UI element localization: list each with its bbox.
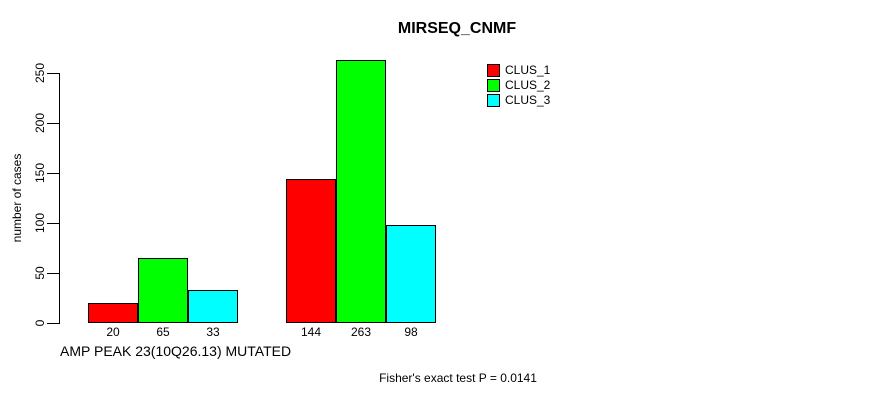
legend-swatch-icon (487, 64, 500, 77)
x-axis-label: AMP PEAK 23(10Q26.13) MUTATED (60, 343, 292, 359)
bar-clus_3-group2 (386, 225, 436, 323)
y-tick-label: 50 (33, 266, 47, 280)
bar-value-label: 263 (350, 325, 372, 339)
bar-clus_2-group2 (336, 60, 386, 323)
y-tick-mark (47, 73, 59, 74)
y-tick-label: 200 (33, 112, 47, 134)
bar-clus_3-group1 (188, 290, 238, 323)
y-tick-label: 150 (33, 162, 47, 184)
bar-clus_2-group1 (138, 258, 188, 323)
bar-value-label: 33 (206, 325, 220, 339)
y-tick-label: 0 (33, 319, 47, 327)
y-tick-mark (47, 223, 59, 224)
bar-clus_1-group1 (88, 303, 138, 323)
y-tick-label: 250 (33, 62, 47, 84)
legend: CLUS_1 CLUS_2 CLUS_3 (487, 64, 550, 109)
legend-row: CLUS_3 (487, 94, 550, 107)
bar-clus_1-group2 (286, 179, 336, 323)
y-tick-mark (47, 323, 59, 324)
legend-label: CLUS_2 (505, 78, 551, 92)
legend-row: CLUS_2 (487, 79, 550, 92)
bar-value-label: 65 (156, 325, 170, 339)
bar-value-label: 20 (106, 325, 120, 339)
chart-title: MIRSEQ_CNMF (397, 20, 517, 37)
y-tick-mark (47, 273, 59, 274)
bar-value-label: 98 (404, 325, 418, 339)
y-tick-label: 100 (33, 212, 47, 234)
y-axis-label: number of cases (10, 153, 24, 243)
legend-swatch-icon (487, 79, 500, 92)
y-tick-mark (47, 123, 59, 124)
y-tick-mark (47, 173, 59, 174)
legend-label: CLUS_3 (505, 93, 551, 107)
y-axis-line (59, 73, 60, 324)
bar-value-label: 144 (300, 325, 322, 339)
legend-swatch-icon (487, 94, 500, 107)
legend-label: CLUS_1 (505, 63, 551, 77)
legend-row: CLUS_1 (487, 64, 550, 77)
stat-annotation: Fisher's exact test P = 0.0141 (379, 371, 537, 385)
